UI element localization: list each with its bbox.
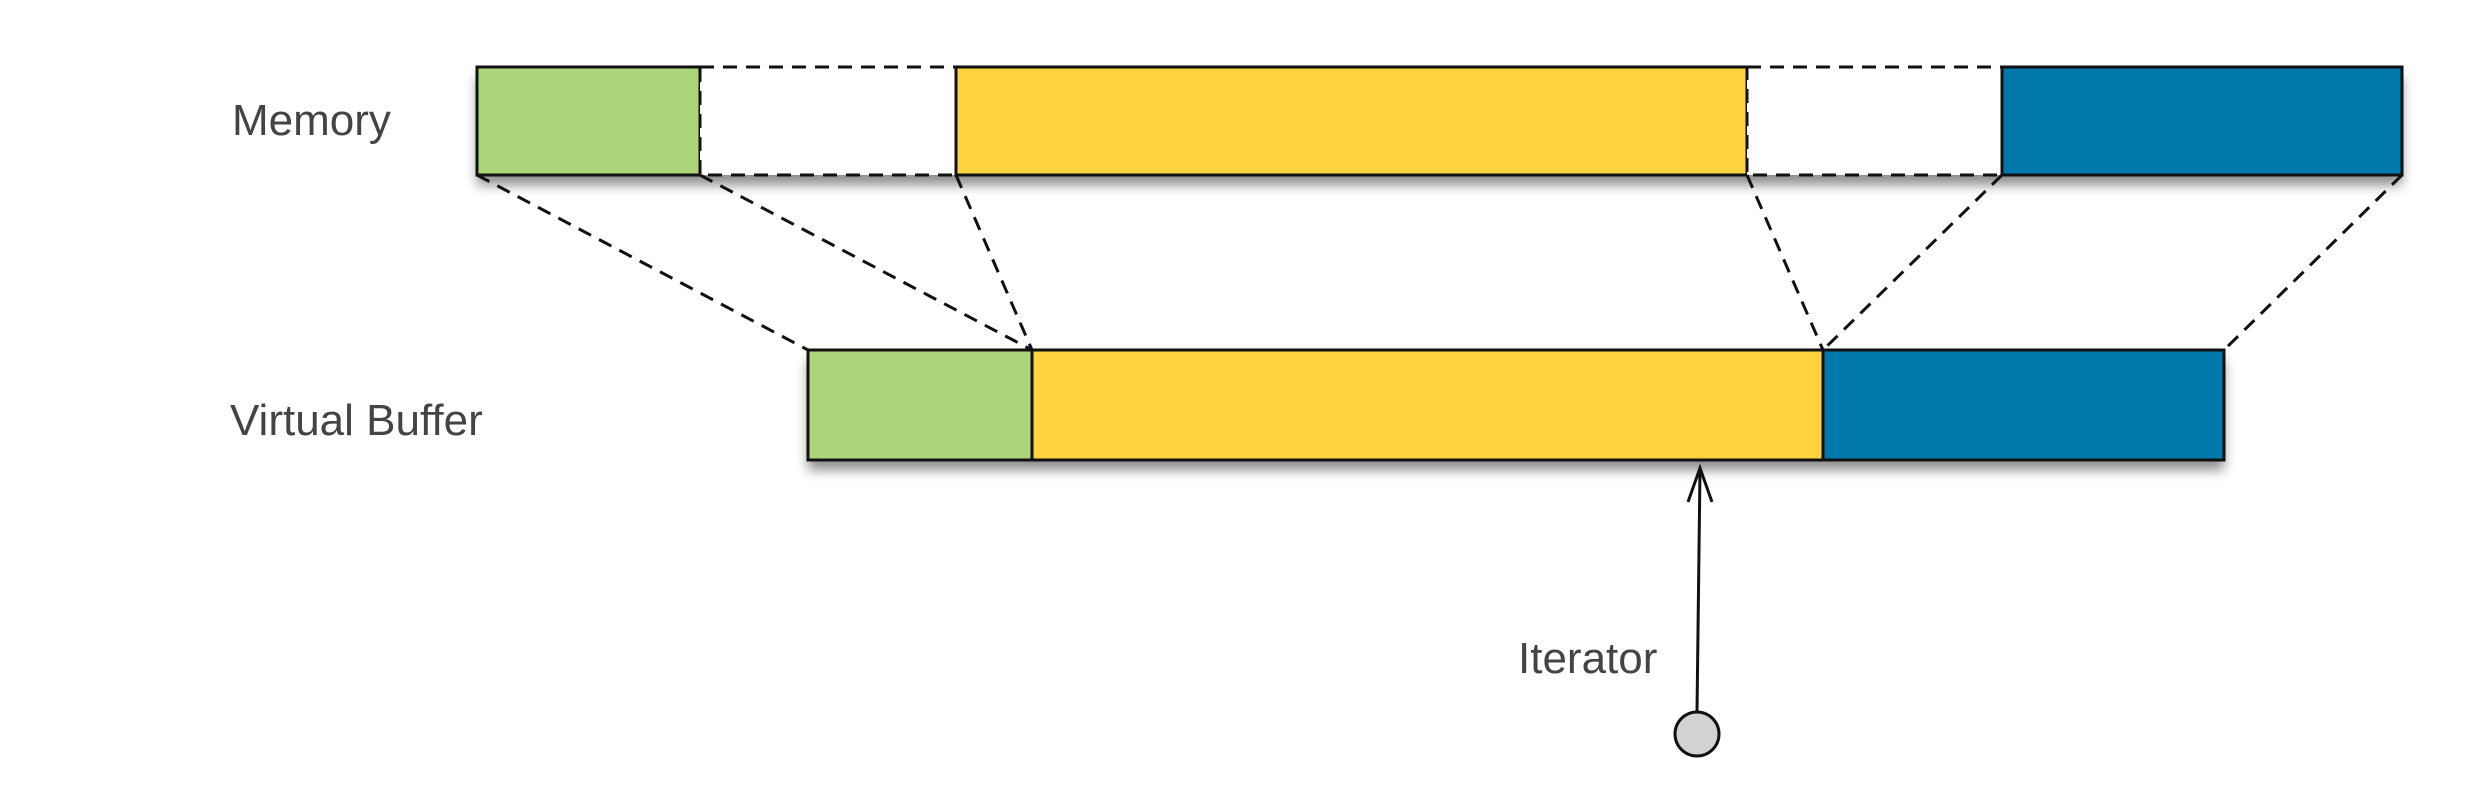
memory-segment-gap-1 (698, 65, 958, 177)
mapping-line-blue-right (2222, 173, 2404, 352)
mapping-line-blue-left (1821, 173, 2004, 352)
iterator-handle[interactable] (1673, 710, 1721, 758)
memory-bar (475, 65, 2404, 177)
memory-label: Memory (232, 96, 391, 145)
virtual-buffer-label: Virtual Buffer (230, 396, 483, 445)
buffer-segment-blue (1821, 348, 2226, 462)
mapping-line-yellow-left (954, 174, 1034, 351)
iterator (1673, 463, 1721, 758)
iterator-arrow-head (1686, 463, 1714, 503)
iterator-label: Iterator (1518, 634, 1657, 683)
memory-segment-blue (2000, 65, 2404, 177)
mapping-lines (476, 173, 2404, 352)
buffer-segment-green (806, 348, 1034, 462)
mapping-line-green-right (699, 173, 1033, 352)
mapping-line-green-left (476, 173, 809, 352)
mapping-line-yellow-right (1745, 174, 1825, 351)
buffer-segment-yellow (1030, 348, 1825, 462)
memory-segment-green (475, 65, 702, 177)
iterator-arrow-shaft (1695, 469, 1702, 713)
virtual-buffer-bar (806, 348, 2226, 462)
memory-segment-yellow (954, 65, 1749, 177)
memory-segment-gap-2 (1745, 65, 2004, 177)
